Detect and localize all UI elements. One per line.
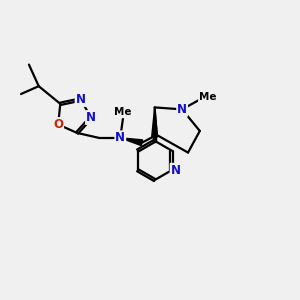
Text: N: N (171, 164, 181, 177)
Polygon shape (152, 107, 158, 137)
Text: N: N (86, 111, 96, 124)
Text: N: N (76, 93, 85, 106)
Text: Me: Me (199, 92, 216, 102)
Text: Me: Me (115, 107, 132, 117)
Text: N: N (115, 131, 125, 144)
Polygon shape (120, 138, 142, 146)
Text: N: N (177, 103, 187, 116)
Text: O: O (53, 118, 63, 131)
